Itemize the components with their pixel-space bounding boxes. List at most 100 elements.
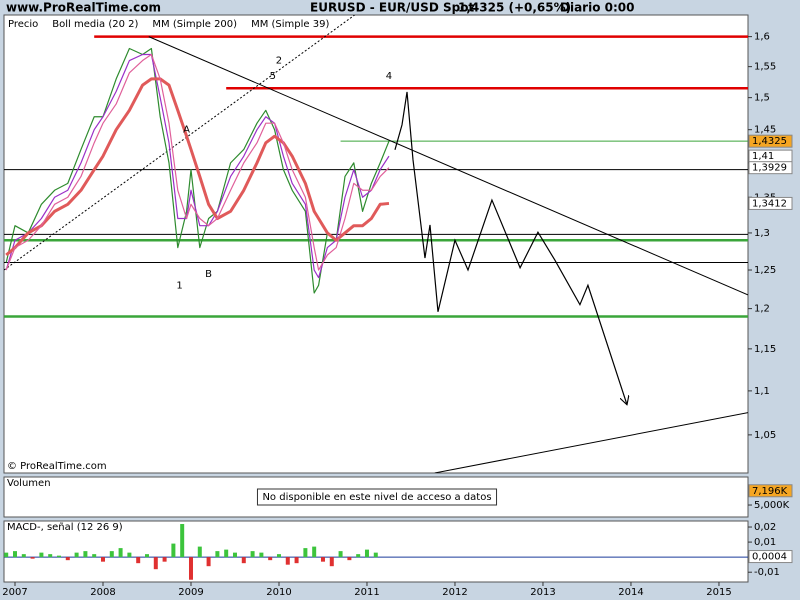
macd-bar xyxy=(56,555,61,558)
trend-line xyxy=(4,15,355,271)
price-panel xyxy=(3,14,749,474)
message-box xyxy=(256,488,498,506)
x-tick-label: 2014 xyxy=(618,587,643,598)
x-tick-label: 2013 xyxy=(530,587,555,598)
x-tick-label: 2009 xyxy=(178,587,203,598)
y-tick-label: 5,000K xyxy=(754,500,790,511)
macd-bar xyxy=(294,557,299,564)
macd-bar xyxy=(21,554,26,558)
legend-entry: Boll media (20 2) xyxy=(52,19,138,30)
macd-bar xyxy=(188,557,193,580)
last-value-box xyxy=(748,134,793,148)
macd-bar xyxy=(268,557,273,561)
macd-bar xyxy=(74,552,79,558)
macd-bar xyxy=(162,557,167,562)
macd-bar xyxy=(65,557,70,561)
wave-label: 4 xyxy=(386,71,392,82)
macd-bar xyxy=(224,549,229,558)
wave-label: 1 xyxy=(176,280,182,291)
macd-panel xyxy=(3,520,749,583)
y-tick-label: 1,45 xyxy=(754,125,776,136)
macd-bar xyxy=(215,551,220,558)
x-tick-label: 2007 xyxy=(2,587,27,598)
macd-bar xyxy=(303,548,308,558)
legend-entry: MM (Simple 39) xyxy=(251,19,329,30)
macd-bar xyxy=(338,551,343,558)
macd-bar xyxy=(153,557,158,570)
x-tick-label: 2015 xyxy=(706,587,731,598)
macd-bar xyxy=(197,546,202,558)
y-tick-label: 1,25 xyxy=(754,265,776,276)
y-tick-label: -0,01 xyxy=(754,567,780,578)
last-value-label: 0,0004 xyxy=(752,552,787,563)
macd-bar xyxy=(39,552,44,558)
macd-bar xyxy=(48,554,53,558)
macd-bar xyxy=(136,557,141,564)
macd-bar xyxy=(4,552,9,558)
site-name: www.ProRealTime.com xyxy=(6,1,161,15)
y-tick-label: 1,1 xyxy=(754,386,770,397)
y-tick-label: 0,02 xyxy=(754,522,776,533)
macd-bar xyxy=(30,557,35,559)
macd-bar xyxy=(347,557,352,561)
last-value-box xyxy=(748,550,793,564)
legend-entry: Precio xyxy=(8,19,38,30)
series-line xyxy=(5,53,390,271)
last-value-label: 1,3412 xyxy=(752,198,787,209)
x-tick-label: 2008 xyxy=(90,587,115,598)
macd-bar xyxy=(180,524,185,558)
last-value-label: 1,3929 xyxy=(752,163,787,174)
last-value-box xyxy=(748,161,793,175)
x-tick-label: 2010 xyxy=(266,587,291,598)
y-tick-label: 1,3 xyxy=(754,228,770,239)
macd-bar xyxy=(241,557,246,564)
wave-label: A xyxy=(183,125,190,136)
y-tick-label: 1,15 xyxy=(754,344,776,355)
x-tick-label: 2011 xyxy=(354,587,379,598)
chart-title: EURUSD - EUR/USD Spot xyxy=(310,1,474,15)
price-plot xyxy=(4,15,748,473)
y-tick-label: 1,6 xyxy=(754,32,770,43)
y-tick-label: 1,2 xyxy=(754,304,770,315)
period: Diario 0:00 xyxy=(560,1,634,15)
macd-bar xyxy=(364,549,369,558)
quote: 1,4325 (+0,65%) xyxy=(458,1,571,15)
wave-label: B xyxy=(205,269,212,280)
series-line xyxy=(5,77,390,257)
trend-line xyxy=(434,412,748,473)
macd-bar xyxy=(276,554,281,558)
macd-bar xyxy=(232,552,237,558)
macd-bar xyxy=(312,546,317,558)
copyright: © ProRealTime.com xyxy=(7,461,107,472)
forecast-path xyxy=(394,91,627,405)
last-value-box xyxy=(748,484,793,498)
macd-bar xyxy=(320,557,325,562)
panel-title: Volumen xyxy=(7,478,51,489)
macd-bar xyxy=(206,557,211,567)
last-value-label: 1,41 xyxy=(752,151,774,162)
message: No disponible en este nivel de acceso a … xyxy=(262,492,491,503)
y-tick-label: 1,55 xyxy=(754,62,776,73)
macd-bar xyxy=(356,554,361,558)
wave-label: 2 xyxy=(276,56,282,67)
legend-entry: MM (Simple 200) xyxy=(152,19,237,30)
macd-bar xyxy=(285,557,290,565)
x-tick-label: 2012 xyxy=(442,587,467,598)
y-tick-label: 0,01 xyxy=(754,537,776,548)
macd-bar xyxy=(144,554,149,558)
last-value-label: 1,4325 xyxy=(752,136,787,147)
macd-bar xyxy=(259,552,264,558)
trend-line xyxy=(148,36,748,296)
macd-bar xyxy=(171,543,176,558)
macd-bar xyxy=(109,551,114,558)
macd-bar xyxy=(329,557,334,567)
last-value-box xyxy=(748,196,793,210)
macd-bar xyxy=(100,557,105,562)
macd-bar xyxy=(12,551,17,558)
macd-bar xyxy=(250,551,255,558)
macd-bar xyxy=(83,551,88,558)
macd-bar xyxy=(92,554,97,558)
last-value-label: 7,196K xyxy=(752,486,788,497)
